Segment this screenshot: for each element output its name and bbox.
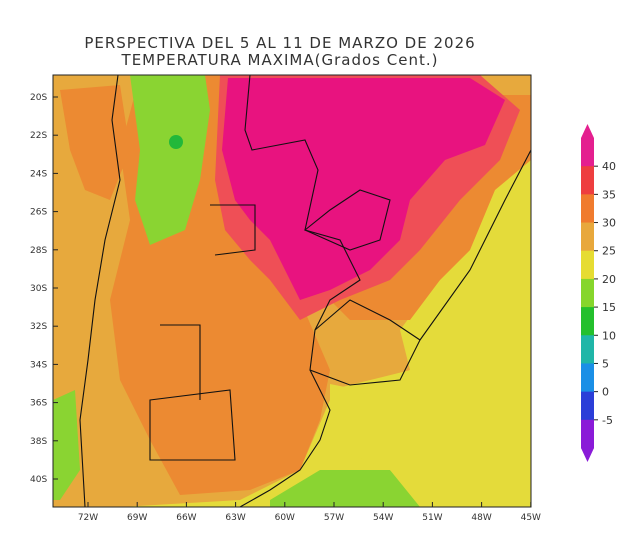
colorbar-label: 10 (602, 329, 616, 342)
lon-label: 72W (78, 513, 98, 523)
colorbar-segment (581, 278, 594, 308)
lon-label: 48W (471, 513, 491, 523)
lon-label: 57W (324, 513, 344, 523)
border-chile-argentina (79, 75, 121, 507)
colorbar-label: 25 (602, 245, 616, 258)
field-lightgreen-sw (53, 390, 80, 500)
lon-label: 69W (127, 513, 147, 523)
field-lightgreen (130, 75, 210, 245)
map-title-line2: TEMPERATURA MAXIMA(Grados Cent.) (121, 51, 439, 69)
colorbar-label: 15 (602, 301, 616, 314)
lon-label: 45W (521, 513, 541, 523)
colorbar-segment (581, 363, 594, 393)
longitude-axis: 72W 69W 66W 63W 60W 57W 54W 51W 48W 45W (78, 502, 541, 523)
border-province-3 (210, 204, 256, 256)
colorbar-segment (581, 138, 594, 167)
field-magenta (222, 78, 505, 300)
colorbar: 40 35 30 25 20 15 10 5 0 -5 (581, 124, 616, 462)
lat-label: 20S (30, 93, 47, 103)
field-lightgreen-south (270, 470, 420, 507)
border-uruguay (309, 299, 421, 386)
lat-label: 38S (30, 437, 47, 447)
colorbar-bottom-arrow (581, 448, 594, 462)
latitude-axis: 20S 22S 24S 26S 28S 30S 32S 34S 36S 38S 40S (30, 93, 58, 485)
colorbar-segment (581, 250, 594, 280)
lon-label: 60W (275, 513, 295, 523)
colorbar-label: 40 (602, 160, 616, 173)
colorbar-label: 0 (602, 386, 609, 399)
lat-label: 40S (30, 475, 47, 485)
colorbar-segment (581, 391, 594, 421)
map-title-line1: PERSPECTIVA DEL 5 AL 11 DE MARZO DE 2026 (84, 34, 476, 52)
lat-label: 30S (30, 284, 47, 294)
lat-label: 26S (30, 208, 47, 218)
lat-label: 22S (30, 131, 47, 141)
colorbar-segment (581, 335, 594, 364)
map-frame (52, 74, 532, 508)
temperature-field (53, 75, 531, 507)
lon-label: 63W (225, 513, 245, 523)
lon-label: 66W (176, 513, 196, 523)
lon-label: 54W (373, 513, 393, 523)
colorbar-label: 30 (602, 217, 616, 230)
colorbar-label: 5 (602, 357, 609, 370)
colorbar-label: -5 (602, 414, 613, 427)
border-paraguay-bolivia (244, 75, 361, 331)
colorbar-top-arrow (581, 124, 594, 138)
colorbar-segment (581, 222, 594, 252)
colorbar-segment (581, 419, 594, 449)
border-province-2 (160, 324, 201, 400)
coast-argentina (239, 369, 331, 507)
lon-label: 51W (422, 513, 442, 523)
border-brazil-states (303, 189, 391, 251)
lat-label: 36S (30, 399, 47, 409)
country-borders (79, 75, 531, 507)
lat-label: 24S (30, 169, 47, 179)
colorbar-segment (581, 307, 594, 336)
border-province (149, 389, 236, 461)
coast-brazil (419, 149, 531, 341)
lat-label: 34S (30, 360, 47, 370)
lat-label: 28S (30, 246, 47, 256)
colorbar-label: 20 (602, 273, 616, 286)
lat-label: 32S (30, 322, 47, 332)
colorbar-segment (581, 166, 594, 195)
field-green-spot (169, 135, 183, 149)
colorbar-segment (581, 194, 594, 224)
colorbar-label: 35 (602, 188, 616, 201)
